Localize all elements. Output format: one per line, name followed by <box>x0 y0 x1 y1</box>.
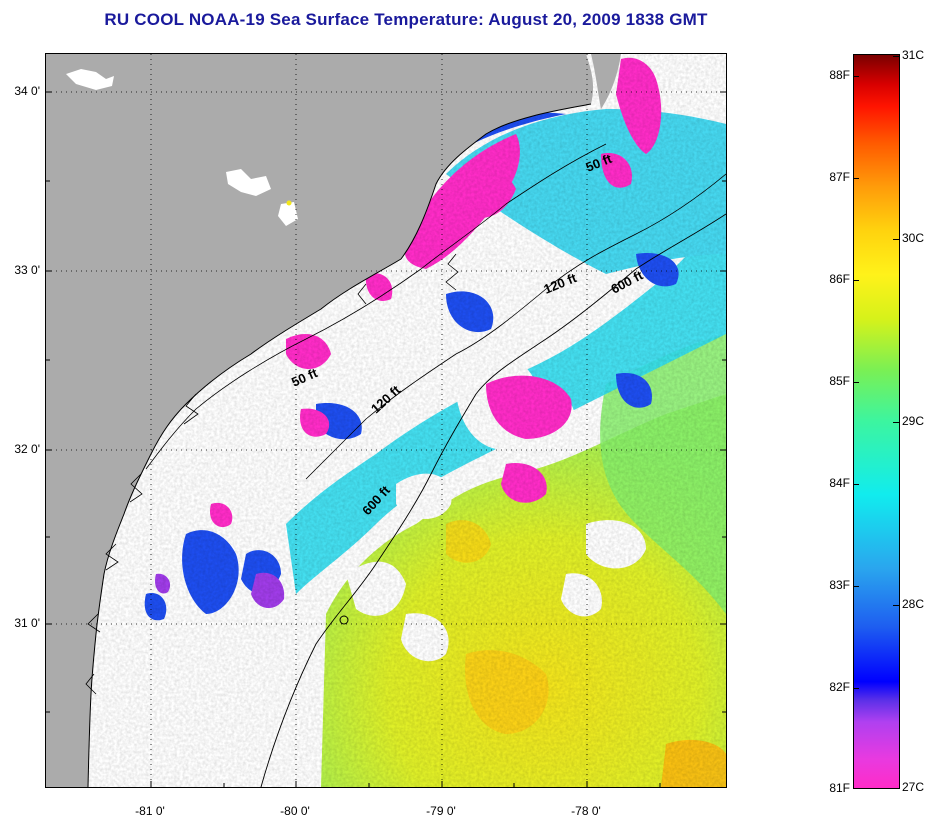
colorbar-tick <box>853 484 859 485</box>
land-mass <box>591 54 621 109</box>
contour-50ft <box>145 143 607 470</box>
lon-label-78: -78 0' <box>571 804 601 818</box>
coastline <box>87 103 592 787</box>
colorbar-label-f: 84F <box>829 476 850 490</box>
colorbar-tick <box>893 605 899 606</box>
lat-label-34: 34 0' <box>14 84 40 98</box>
colorbar-label-c: 27C <box>902 780 925 794</box>
colorbar-tick <box>853 586 859 587</box>
lon-label-79: -79 0' <box>426 804 456 818</box>
colorbar-label-f: 83F <box>829 578 850 592</box>
lat-label-33: 33 0' <box>14 263 40 277</box>
axis-ticks <box>46 91 726 787</box>
graticule <box>46 54 726 787</box>
sst-map[interactable]: 50 ft 50 ft 120 ft 120 ft 600 ft 600 ft <box>45 53 727 788</box>
map-title: RU COOL NOAA-19 Sea Surface Temperature:… <box>104 10 708 29</box>
lon-label-80: -80 0' <box>280 804 310 818</box>
colorbar-tick <box>853 178 859 179</box>
lat-label-31: 31 0' <box>14 616 40 630</box>
colorbar-label-c: 30C <box>902 231 925 245</box>
colorbar-label-f: 87F <box>829 170 850 184</box>
colorbar-tick <box>893 422 899 423</box>
contour-600ft <box>260 213 726 787</box>
colorbar-label-f: 82F <box>829 680 850 694</box>
colorbar-label-f: 86F <box>829 272 850 286</box>
colorbar-label-f: 81F <box>829 781 850 795</box>
colorbar-label-f: 88F <box>829 68 850 82</box>
colorbar-label-c: 29C <box>902 414 925 428</box>
colorbar-label-c: 28C <box>902 597 925 611</box>
inland-clouds <box>66 69 298 226</box>
land-mass <box>46 54 594 787</box>
colorbar-tick <box>853 382 859 383</box>
lat-label-32: 32 0' <box>14 442 40 456</box>
coastline-detail <box>85 253 459 695</box>
colorbar-tick <box>853 76 859 77</box>
inland-warm-spot <box>286 200 292 206</box>
colorbar-tick <box>893 239 899 240</box>
colorbar-tick <box>853 280 859 281</box>
colorbar-tick <box>893 56 899 57</box>
colorbar-label-f: 85F <box>829 374 850 388</box>
colorbar-label-c: 31C <box>902 48 925 62</box>
temperature-colorbar <box>853 54 900 789</box>
buoy-marker <box>339 615 349 625</box>
lon-label-81: -81 0' <box>135 804 165 818</box>
contour-120ft <box>305 173 726 480</box>
colorbar-tick <box>853 688 859 689</box>
